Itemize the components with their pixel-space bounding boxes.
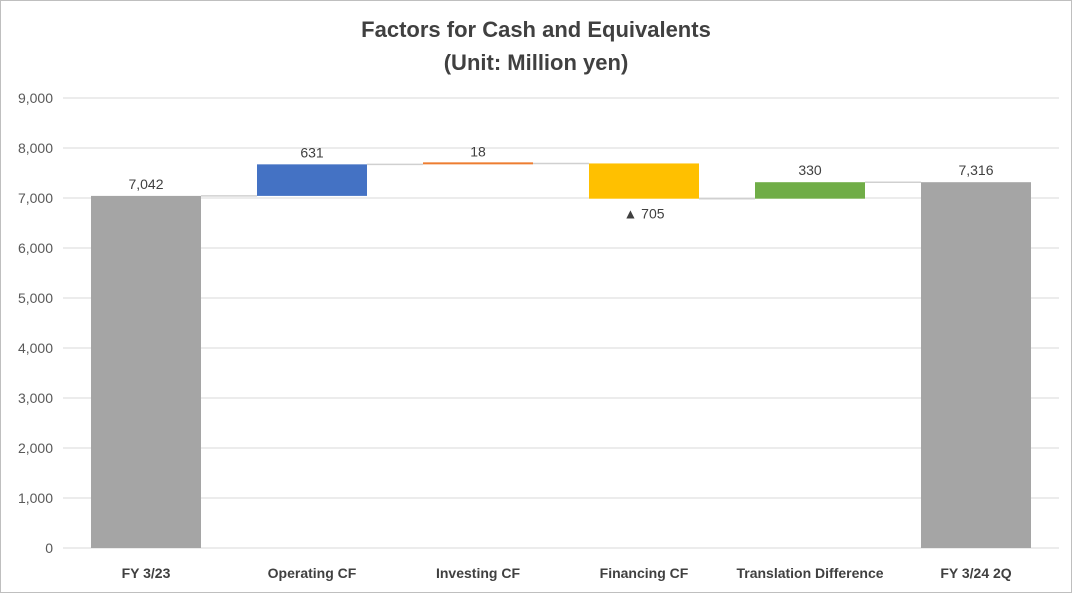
bar-fy-3-24-2q — [921, 182, 1031, 548]
category-label: Operating CF — [268, 565, 357, 581]
bar-operating-cf — [257, 164, 367, 196]
y-tick-label: 5,000 — [18, 290, 53, 306]
y-tick-label: 7,000 — [18, 190, 53, 206]
data-label: ▲ 705 — [623, 206, 664, 222]
category-label: Financing CF — [600, 565, 689, 581]
bar-translation-difference — [755, 182, 865, 199]
bar-investing-cf — [423, 162, 533, 165]
chart-title-block: Factors for Cash and Equivalents (Unit: … — [1, 13, 1071, 79]
bar-fy-3-23 — [91, 195, 201, 548]
y-tick-label: 0 — [45, 540, 53, 556]
chart-subtitle: (Unit: Million yen) — [443, 50, 629, 75]
y-tick-label: 6,000 — [18, 240, 53, 256]
bar-financing-cf — [589, 163, 699, 199]
y-tick-label: 3,000 — [18, 390, 53, 406]
data-label: 7,042 — [128, 176, 163, 192]
category-label: FY 3/23 — [122, 565, 171, 581]
chart-title: Factors for Cash and Equivalents — [361, 17, 711, 42]
y-tick-label: 9,000 — [18, 90, 53, 106]
category-label: FY 3/24 2Q — [940, 565, 1011, 581]
data-label: 330 — [798, 162, 822, 178]
category-label: Investing CF — [436, 565, 520, 581]
y-tick-label: 4,000 — [18, 340, 53, 356]
data-label: 7,316 — [958, 162, 993, 178]
y-tick-label: 8,000 — [18, 140, 53, 156]
y-tick-label: 1,000 — [18, 490, 53, 506]
y-tick-label: 2,000 — [18, 440, 53, 456]
category-label: Translation Difference — [736, 565, 883, 581]
data-label: 18 — [470, 143, 486, 159]
data-label: 631 — [300, 144, 324, 160]
